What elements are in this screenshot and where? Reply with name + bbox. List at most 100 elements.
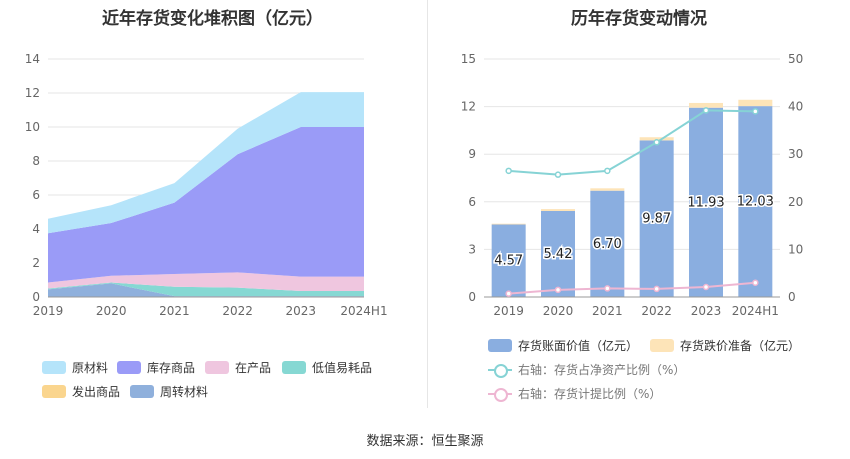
- legend-item[interactable]: 原材料: [42, 359, 108, 376]
- line-point: [702, 107, 710, 114]
- line-point: [604, 285, 611, 292]
- legend-label: 存货账面价值（亿元）: [518, 339, 639, 353]
- y-tick-label: 9: [468, 147, 476, 161]
- y-tick-label: 6: [468, 195, 476, 209]
- legend-swatch: [488, 363, 512, 378]
- line-series: [508, 281, 756, 295]
- line-point: [604, 167, 611, 175]
- left-chart-panel: 近年存货变化堆积图（亿元） 0 2 4 6 8 10 12 14 2019 2020 2021 202…: [0, 0, 425, 410]
- y-tick-label: 12: [25, 86, 40, 100]
- legend-swatch: [42, 385, 66, 398]
- area-series: [48, 282, 364, 297]
- legend-item[interactable]: 右轴：存货占净资产比例（%）: [488, 361, 685, 378]
- legend-swatch: [282, 361, 306, 374]
- bar-value-label: 12.03: [737, 195, 774, 210]
- bar-value-label: 9.87: [642, 212, 671, 227]
- legend-label: 发出商品: [72, 385, 121, 399]
- bar-value-label: 6.70: [593, 237, 622, 252]
- legend-swatch: [117, 361, 141, 374]
- y-tick-label: 6: [32, 188, 40, 202]
- y-tick-label: 14: [25, 52, 40, 66]
- line-point: [554, 286, 562, 294]
- x-tick-label: 2022: [641, 304, 672, 318]
- y2-tick-label: 40: [788, 100, 803, 114]
- y-tick-label: 10: [25, 120, 40, 134]
- legend-item[interactable]: 低值易耗品: [282, 359, 372, 376]
- x-tick-label: 2023: [286, 304, 317, 318]
- y-tick-label: 0: [32, 290, 40, 304]
- x-tick-label: 2024H1: [732, 304, 779, 318]
- legend-swatch: [42, 361, 66, 374]
- legend-swatch: [205, 361, 229, 374]
- x-tick-label: 2019: [33, 304, 64, 318]
- area-series: [48, 272, 364, 292]
- legend-item[interactable]: 在产品: [205, 359, 271, 376]
- y-tick-label: 12: [461, 100, 476, 114]
- y2-tick-label: 20: [788, 195, 803, 209]
- line-point: [702, 283, 710, 291]
- line-point: [752, 108, 759, 115]
- legend-item[interactable]: 库存商品: [117, 359, 195, 376]
- line-series: [508, 109, 756, 176]
- bar-value-label: 4.57: [494, 254, 523, 269]
- line-point: [505, 290, 512, 297]
- legend-item[interactable]: 存货跌价准备（亿元）: [650, 337, 800, 354]
- x-tick-label: 2023: [691, 304, 722, 318]
- area-series: [48, 92, 364, 234]
- y-tick-label: 15: [461, 52, 476, 66]
- legend-label: 库存商品: [147, 361, 196, 375]
- bar-value-label: 5.42: [544, 247, 573, 262]
- y2-tick-label: 30: [788, 147, 803, 161]
- right-chart-title: 历年存货变动情况: [571, 9, 707, 29]
- bar-book-value: [689, 107, 723, 297]
- y-tick-label: 2: [32, 256, 40, 270]
- y-tick-label: 3: [468, 242, 476, 256]
- legend-item[interactable]: 右轴：存货计提比例（%）: [488, 385, 661, 402]
- panel-divider: [427, 0, 428, 408]
- x-tick-label: 2024H1: [340, 304, 387, 318]
- area-series: [48, 127, 364, 283]
- legend-label: 原材料: [72, 361, 109, 375]
- left-chart-title: 近年存货变化堆积图（亿元）: [102, 9, 323, 29]
- y2-tick-label: 0: [788, 290, 796, 304]
- bar-provision: [541, 209, 575, 212]
- x-tick-label: 2020: [543, 304, 574, 318]
- bar-value-label: 11.93: [687, 195, 724, 210]
- bar-book-value: [639, 140, 674, 297]
- bar-provision: [491, 223, 526, 225]
- y2-tick-label: 50: [788, 52, 803, 66]
- x-tick-label: 2022: [222, 304, 253, 318]
- y2-tick-label: 10: [788, 242, 803, 256]
- x-tick-label: 2021: [592, 304, 623, 318]
- legend-swatch: [488, 339, 512, 352]
- x-tick-label: 2020: [96, 304, 127, 318]
- bar-book-value: [590, 190, 625, 297]
- y-tick-label: 0: [468, 290, 476, 304]
- line-point: [505, 167, 512, 175]
- y-tick-label: 8: [32, 154, 40, 168]
- legend-label: 在产品: [235, 361, 272, 375]
- bar-book-value: [541, 211, 575, 297]
- line-point: [653, 139, 660, 146]
- y-tick-label: 4: [32, 222, 40, 236]
- legend-label: 存货跌价准备（亿元）: [680, 339, 801, 353]
- legend-item[interactable]: 存货账面价值（亿元）: [488, 337, 638, 354]
- line-point: [554, 171, 562, 178]
- legend-label: 右轴：存货计提比例（%）: [518, 387, 662, 401]
- line-point: [752, 279, 759, 286]
- bar-provision: [738, 99, 773, 107]
- legend-label: 低值易耗品: [312, 361, 373, 375]
- right-chart-panel: 历年存货变动情况 0 3 6 9 12 15 0 10 20 30 40 50 4.57 5.42 6.70…: [428, 0, 850, 410]
- bar-provision: [689, 102, 723, 108]
- legend-item[interactable]: 发出商品: [42, 383, 120, 400]
- bar-provision: [639, 137, 674, 141]
- x-tick-label: 2021: [159, 304, 190, 318]
- legend-label: 周转材料: [160, 385, 209, 399]
- bar-book-value: [491, 224, 526, 297]
- bar-book-value: [738, 106, 773, 298]
- legend-item[interactable]: 周转材料: [130, 383, 208, 400]
- data-source-note: 数据来源：恒生聚源: [366, 434, 484, 449]
- left-chart-plot: 0 2 4 6 8 10 12 14 2019 2020 2021 2022 2023 2024H1: [25, 52, 388, 318]
- legend-swatch: [130, 385, 154, 398]
- legend-swatch: [650, 339, 674, 352]
